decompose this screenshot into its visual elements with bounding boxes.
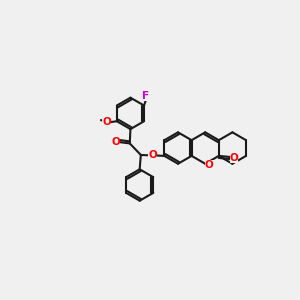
Text: O: O [102,117,111,127]
Text: F: F [142,91,149,101]
Text: O: O [205,160,214,170]
Text: O: O [111,136,120,147]
Text: O: O [230,153,239,163]
Text: O: O [148,150,157,161]
